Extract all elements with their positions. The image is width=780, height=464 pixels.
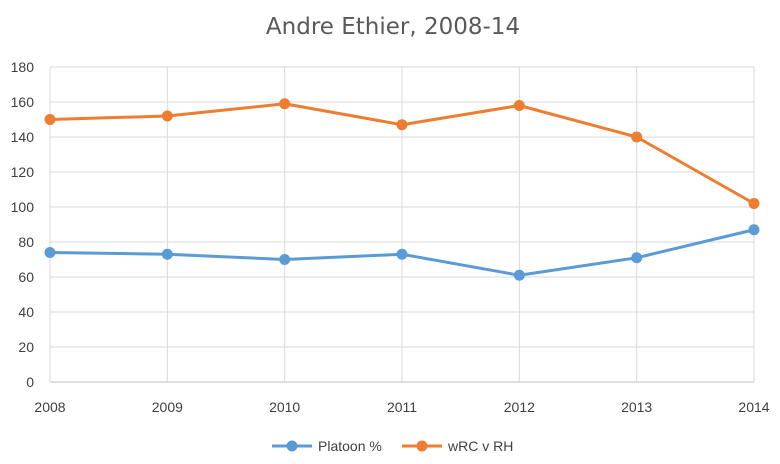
y-tick-label: 180 bbox=[11, 59, 35, 75]
data-point bbox=[396, 248, 408, 260]
x-tick-label: 2008 bbox=[34, 399, 65, 415]
x-tick-label: 2012 bbox=[504, 399, 535, 415]
series-layer bbox=[44, 98, 760, 281]
y-tick-label: 20 bbox=[18, 339, 34, 355]
data-point bbox=[748, 198, 760, 209]
x-tick-label: 2013 bbox=[621, 399, 652, 415]
data-point bbox=[631, 252, 643, 264]
series-wrc-v-rh bbox=[44, 98, 760, 209]
legend-label: wRC v RH bbox=[447, 438, 513, 454]
series-platoon- bbox=[44, 224, 760, 281]
data-point bbox=[161, 248, 173, 260]
x-tick-label: 2010 bbox=[269, 399, 300, 415]
y-tick-label: 100 bbox=[11, 199, 35, 215]
x-tick-label: 2011 bbox=[387, 399, 417, 415]
y-axis-ticks: 0 20 40 60 80 100 120 140 160 180 bbox=[11, 59, 35, 390]
legend-item: wRC v RH bbox=[402, 438, 513, 454]
data-point bbox=[631, 131, 643, 143]
data-point bbox=[748, 224, 760, 236]
y-tick-label: 60 bbox=[18, 269, 34, 285]
data-point bbox=[44, 114, 56, 125]
data-point bbox=[513, 269, 525, 281]
data-point bbox=[161, 110, 173, 122]
data-point bbox=[513, 100, 525, 111]
chart-title: Andre Ethier, 2008-14 bbox=[266, 14, 520, 40]
x-axis-ticks: 2008 2009 2010 2011 2012 2013 2014 bbox=[34, 399, 769, 415]
data-point bbox=[279, 254, 291, 265]
y-tick-label: 140 bbox=[11, 129, 35, 145]
data-point bbox=[396, 119, 408, 131]
legend: Platoon % wRC v RH bbox=[272, 438, 513, 454]
gridlines bbox=[49, 66, 755, 383]
legend-marker bbox=[286, 440, 298, 452]
y-tick-label: 40 bbox=[18, 304, 34, 320]
legend-label: Platoon % bbox=[318, 438, 382, 454]
y-tick-label: 120 bbox=[11, 164, 35, 180]
y-tick-label: 0 bbox=[26, 374, 34, 390]
legend-item: Platoon % bbox=[272, 438, 382, 454]
data-point bbox=[44, 247, 56, 258]
legend-marker bbox=[416, 440, 428, 452]
y-tick-label: 80 bbox=[18, 234, 34, 250]
y-tick-label: 160 bbox=[11, 94, 35, 110]
x-tick-label: 2014 bbox=[738, 399, 769, 415]
data-point bbox=[279, 98, 291, 110]
x-tick-label: 2009 bbox=[152, 399, 183, 415]
